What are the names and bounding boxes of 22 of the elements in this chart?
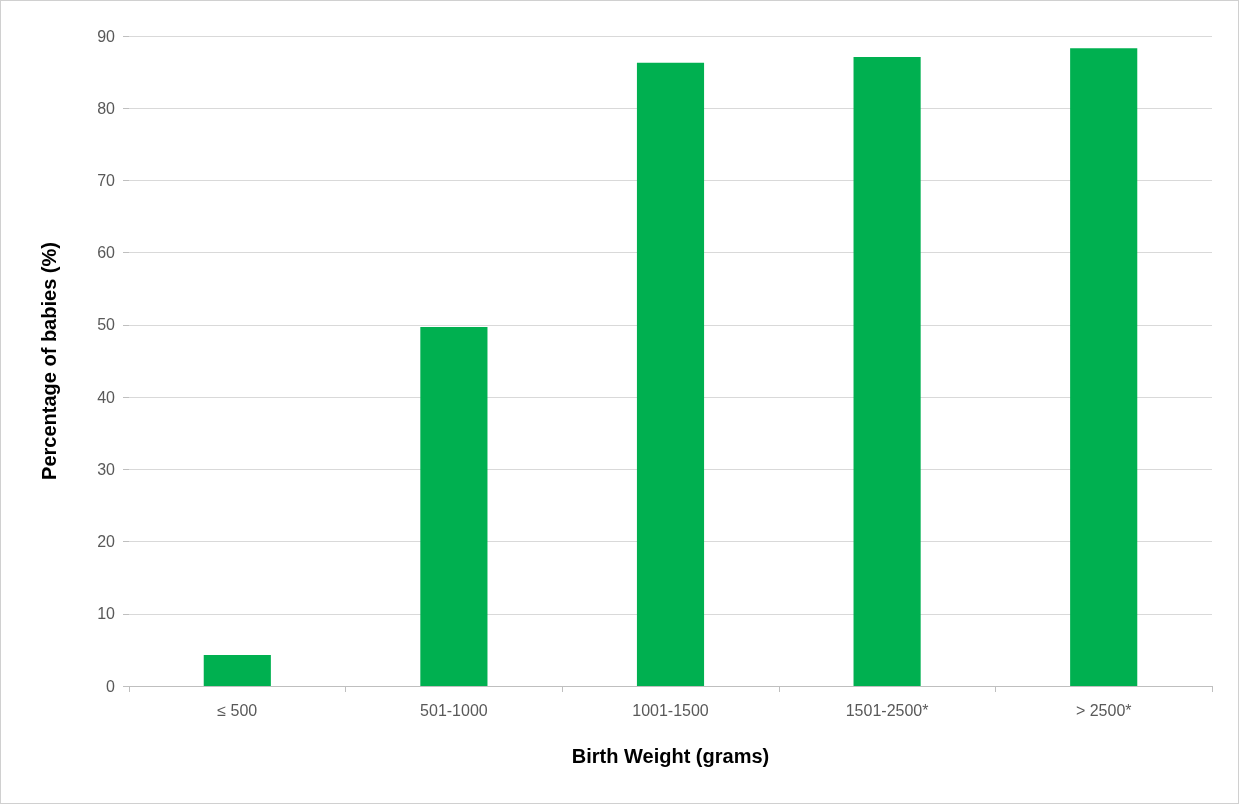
y-tick-label: 10 [97,605,116,623]
y-tick-label: 70 [97,171,116,189]
y-tick-label: 40 [97,388,116,406]
y-tick-label: 80 [97,99,116,117]
x-tick-label: 1001-1500 [632,701,709,719]
y-tick-label: 0 [106,677,116,695]
y-tick-label: 50 [97,316,116,334]
bar [420,327,488,686]
bar [203,654,271,686]
x-axis-title: Birth Weight (grams) [571,745,770,767]
x-tick-label: 501-1000 [420,701,488,719]
y-tick-label: 60 [97,244,116,262]
y-tick-label: 30 [97,460,116,478]
x-tick-label: 1501-2500* [845,701,929,719]
bar [1070,48,1138,686]
bar [636,62,705,686]
y-axis-title: Percentage of babies (%) [38,242,60,480]
bar [853,56,921,686]
y-tick-label: 90 [97,27,116,45]
x-tick-label: > 2500* [1075,701,1132,719]
y-tick-label: 20 [97,533,116,551]
x-tick-label: ≤ 500 [217,701,258,719]
